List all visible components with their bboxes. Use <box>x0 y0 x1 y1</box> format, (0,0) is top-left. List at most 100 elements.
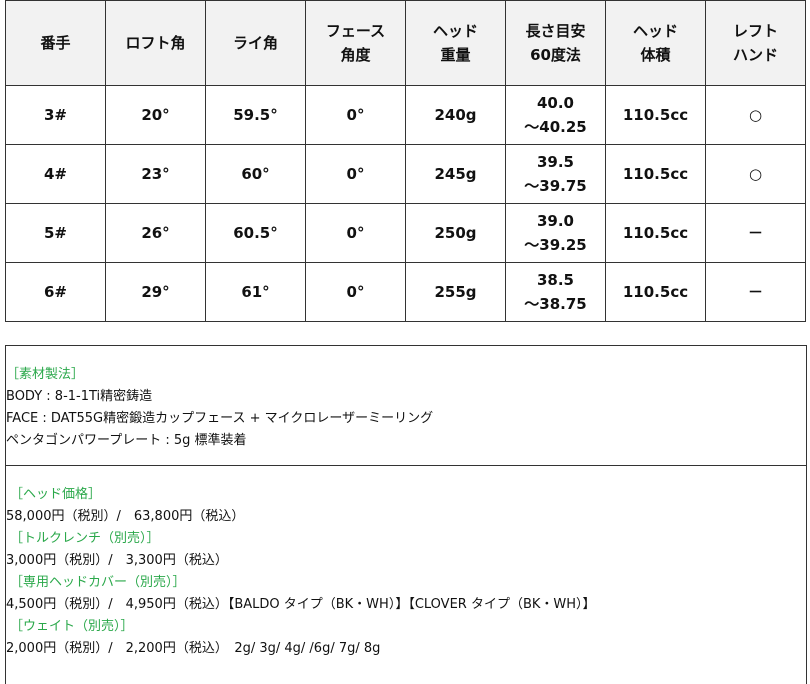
material-line: BODY : 8-1-1Ti精密鋳造 <box>6 389 153 404</box>
cell-text: ハンド <box>732 46 778 64</box>
cell-text: 4# <box>43 165 67 183</box>
cell-text: 60° <box>241 165 270 183</box>
table-cell: 3# <box>5 85 106 145</box>
price-heading: ［ウェイト（別売）］ <box>10 619 134 634</box>
cell-text: 39.0 <box>536 212 574 230</box>
cell-text: 110.5cc <box>622 106 689 124</box>
prices-section: ［ヘッド価格］ 58,000円（税別）/ 63,800円（税込） ［トルクレンチ… <box>5 465 807 684</box>
table-cell: 26° <box>105 203 206 263</box>
cell-text: ヘッド <box>632 22 678 40</box>
cell-text: 重量 <box>440 46 471 64</box>
table-row: 6# 29° 61° 0° 255g 38.5 ～38.75 110.5cc － <box>5 262 806 322</box>
cell-text: 29° <box>141 283 170 301</box>
cell-text: レフト <box>732 22 778 40</box>
column-header: ヘッド 体積 <box>605 0 706 86</box>
column-header: ライ角 <box>205 0 306 86</box>
cell-text: 240g <box>434 106 477 124</box>
table-header-row: 番手 ロフト角 ライ角 フェース 角度 ヘッド 重量 長さ目安 60度法 ヘッド 体積 レフト ハンド <box>5 0 806 86</box>
price-text: 58,000円（税別）/ 63,800円（税込） <box>6 509 245 524</box>
cell-text: ○ <box>748 106 763 124</box>
price-heading: ［ヘッド価格］ <box>10 487 102 502</box>
cell-text: 20° <box>141 106 170 124</box>
column-header: ロフト角 <box>105 0 206 86</box>
price-heading: ［トルクレンチ（別売）］ <box>10 531 160 546</box>
table-cell: 40.0 ～40.25 <box>505 85 606 145</box>
cell-text: 長さ目安 <box>525 22 586 40</box>
cell-text: － <box>747 224 763 242</box>
table-cell: 250g <box>405 203 506 263</box>
material-line: FACE : DAT55G精密鍛造カップフェース + マイクロレーザーミーリング <box>6 411 434 426</box>
table-cell: － <box>705 262 806 322</box>
cell-text: フェース <box>325 22 386 40</box>
cell-text: ～39.75 <box>524 177 587 195</box>
price-text: 3,000円（税別）/ 3,300円（税込） <box>6 553 228 568</box>
table-cell: 240g <box>405 85 506 145</box>
price-text: 2,000円（税別）/ 2,200円（税込） 2g/ 3g/ 4g/ /6g/ … <box>6 641 381 656</box>
table-cell: 60.5° <box>205 203 306 263</box>
table-cell: 110.5cc <box>605 85 706 145</box>
column-header: ヘッド 重量 <box>405 0 506 86</box>
table-cell: － <box>705 203 806 263</box>
price-text: 4,500円（税別）/ 4,950円（税込）【BALDO タイプ（BK・WH）】… <box>6 597 596 612</box>
cell-text: 250g <box>434 224 477 242</box>
cell-text: 59.5° <box>233 106 278 124</box>
cell-text: ロフト角 <box>125 34 186 52</box>
cell-text: 61° <box>241 283 270 301</box>
table-cell: 4# <box>5 144 106 204</box>
cell-text: 番手 <box>40 34 71 52</box>
cell-text: ～39.25 <box>524 236 587 254</box>
cell-text: 60.5° <box>233 224 278 242</box>
column-header: レフト ハンド <box>705 0 806 86</box>
table-cell: 5# <box>5 203 106 263</box>
cell-text: 角度 <box>340 46 371 64</box>
cell-text: 60度法 <box>530 46 581 64</box>
cell-text: 40.0 <box>536 94 574 112</box>
cell-text: 38.5 <box>536 271 574 289</box>
cell-text: 6# <box>43 283 67 301</box>
cell-text: 245g <box>434 165 477 183</box>
cell-text: 39.5 <box>536 153 574 171</box>
cell-text: 110.5cc <box>622 165 689 183</box>
table-cell: 59.5° <box>205 85 306 145</box>
cell-text: 23° <box>141 165 170 183</box>
cell-text: 0° <box>346 165 365 183</box>
cell-text: 0° <box>346 106 365 124</box>
price-heading: ［専用ヘッドカバー（別売）］ <box>10 575 186 590</box>
table-cell: 60° <box>205 144 306 204</box>
table-cell: ○ <box>705 85 806 145</box>
cell-text: 3# <box>43 106 67 124</box>
table-cell: 0° <box>305 262 406 322</box>
column-header: フェース 角度 <box>305 0 406 86</box>
cell-text: ○ <box>748 165 763 183</box>
materials-heading: ［素材製法］ <box>6 367 85 382</box>
table-cell: 39.0 ～39.25 <box>505 203 606 263</box>
materials-section: ［素材製法］ BODY : 8-1-1Ti精密鋳造 FACE : DAT55G精… <box>5 345 807 466</box>
cell-text: 体積 <box>640 46 671 64</box>
cell-text: － <box>747 283 763 301</box>
cell-text: 0° <box>346 283 365 301</box>
table-cell: 110.5cc <box>605 203 706 263</box>
table-cell: 23° <box>105 144 206 204</box>
table-cell: 61° <box>205 262 306 322</box>
table-row: 3# 20° 59.5° 0° 240g 40.0 ～40.25 110.5cc ○ <box>5 85 806 145</box>
cell-text: 26° <box>141 224 170 242</box>
cell-text: 0° <box>346 224 365 242</box>
cell-text: ライ角 <box>232 34 278 52</box>
cell-text: ～38.75 <box>524 295 587 313</box>
spec-table: 番手 ロフト角 ライ角 フェース 角度 ヘッド 重量 長さ目安 60度法 ヘッド 体積 レフト ハンド … <box>5 0 806 322</box>
cell-text: ヘッド <box>432 22 478 40</box>
table-cell: 20° <box>105 85 206 145</box>
table-cell: 110.5cc <box>605 262 706 322</box>
cell-text: 110.5cc <box>622 283 689 301</box>
table-cell: 38.5 ～38.75 <box>505 262 606 322</box>
table-row: 5# 26° 60.5° 0° 250g 39.0 ～39.25 110.5cc － <box>5 203 806 263</box>
cell-text: ～40.25 <box>524 118 587 136</box>
table-row: 4# 23° 60° 0° 245g 39.5 ～39.75 110.5cc ○ <box>5 144 806 204</box>
cell-text: 5# <box>43 224 67 242</box>
table-cell: 110.5cc <box>605 144 706 204</box>
table-cell: 0° <box>305 144 406 204</box>
cell-text: 110.5cc <box>622 224 689 242</box>
table-cell: 0° <box>305 85 406 145</box>
column-header: 長さ目安 60度法 <box>505 0 606 86</box>
material-line: ペンタゴンパワープレート : 5g 標準装着 <box>6 433 247 448</box>
